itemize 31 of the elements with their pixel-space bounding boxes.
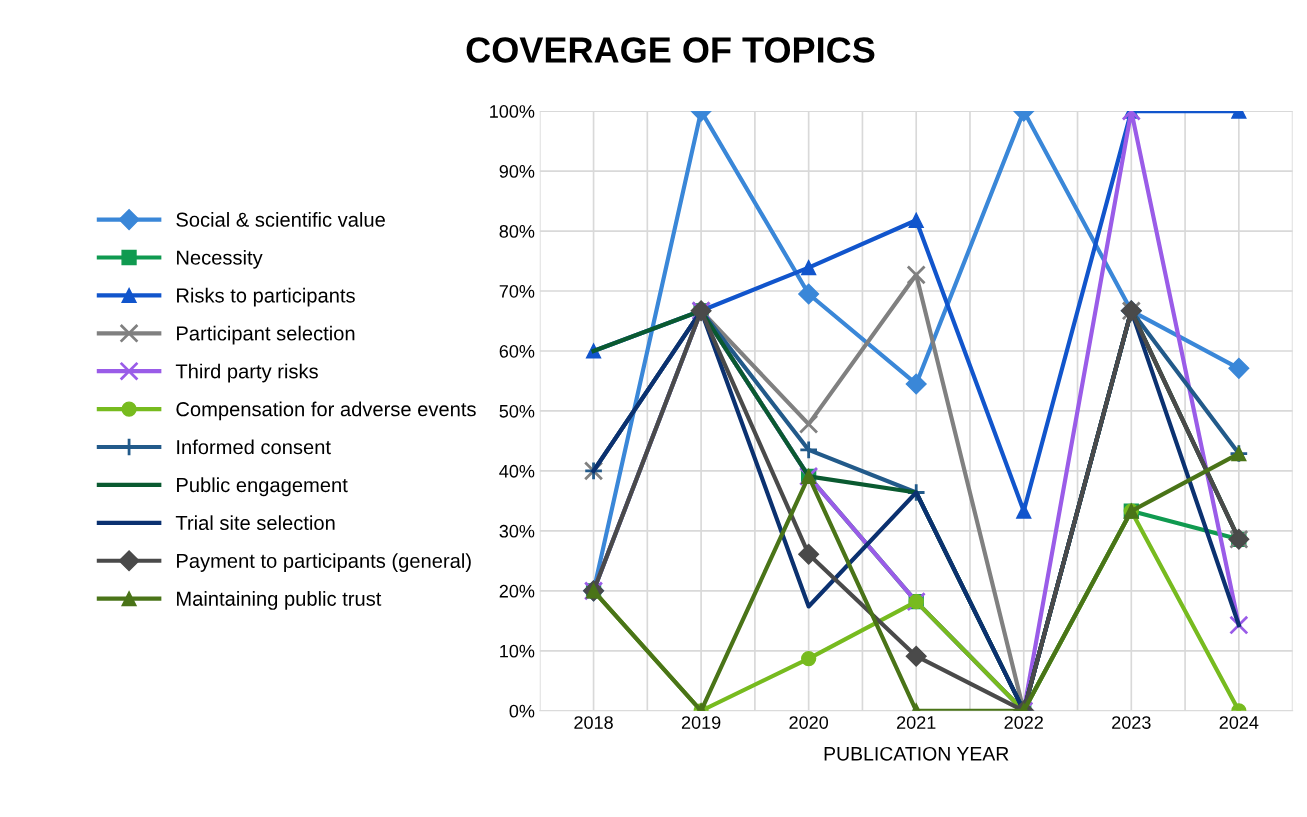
y-tick-label: 10% [500,644,535,658]
x-tick-label: 2023 [1112,716,1151,729]
y-tick-label: 40% [499,464,535,478]
y-tick-label: 60% [499,344,535,358]
legend-label: Risks to participants [177,287,355,307]
y-tick-label: 0% [509,704,535,718]
x-tick-label: 2020 [789,716,829,729]
x-tick-label: 2018 [574,716,613,729]
y-tick-label: 20% [499,584,535,598]
legend-label: Payment to participants (general) [177,553,471,572]
chart-title: COVERAGE OF TOPICS [466,37,875,63]
y-tick-label: 80% [499,224,535,238]
legend-label: Maintaining public trust [177,591,382,610]
legend-label: Social & scientific value [176,212,385,227]
y-tick-label: 100% [490,105,535,118]
x-tick-label: 2024 [1219,716,1259,729]
legend-label: Compensation for adverse events [176,401,476,421]
legend-label: Necessity [177,249,263,269]
legend-label: Public engagement [177,477,348,497]
x-tick-label: 2019 [681,716,721,729]
legend-label: Trial site selection [175,515,335,531]
x-tick-label: 2021 [897,716,936,729]
y-tick-label: 90% [499,165,535,178]
x-axis-title: PUBLICATION YEAR [824,746,1009,761]
y-tick-label: 30% [499,524,535,538]
legend-label: Informed consent [177,439,331,455]
legend-label: Third party risks [175,363,318,383]
y-tick-label: 50% [499,404,535,418]
legend-label: Participant selection [177,325,355,345]
y-tick-label: 70% [499,284,535,298]
x-tick-label: 2022 [1004,716,1043,729]
